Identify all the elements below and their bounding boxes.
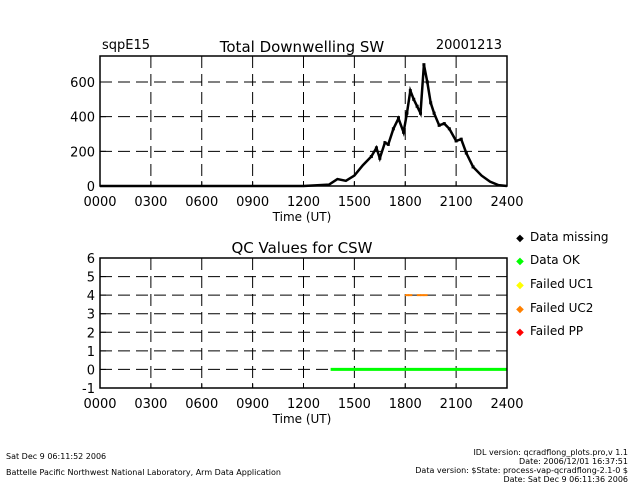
- sw-data-point: [378, 156, 382, 160]
- sw-data-point: [396, 116, 400, 120]
- sw-data-point: [419, 111, 423, 115]
- y-tick-label: 2: [87, 326, 95, 341]
- sw-data-point: [437, 123, 441, 127]
- qc-failed-uc2-point: [416, 294, 421, 297]
- sw-data-point: [383, 141, 387, 145]
- x-tick-label: 0000: [83, 397, 116, 412]
- y-tick-label: 6: [87, 252, 95, 267]
- x-tick-label: 1800: [389, 195, 422, 210]
- x-tick-label: 1500: [338, 195, 371, 210]
- qc-failed-uc2-point: [420, 294, 425, 297]
- sw-data-point: [454, 139, 458, 143]
- sw-data-point: [432, 111, 436, 115]
- y-tick-label: -1: [82, 382, 95, 397]
- x-tick-label: 1800: [389, 397, 422, 412]
- sw-chart: sqpE15 Total Downwelling SW 20001213 000…: [70, 38, 523, 224]
- y-tick-label: 400: [70, 111, 95, 126]
- x-tick-label: 1500: [338, 397, 371, 412]
- sw-data-point: [405, 111, 409, 115]
- legend-label-failed-pp: Failed PP: [530, 324, 583, 338]
- sw-x-axis-label: Time (UT): [272, 210, 332, 224]
- x-tick-label: 0600: [185, 397, 218, 412]
- legend-marker-data-ok: ◆: [516, 256, 524, 267]
- y-tick-label: 0: [87, 363, 95, 378]
- legend-marker-failed-pp: ◆: [516, 327, 524, 338]
- y-tick-label: 600: [70, 76, 95, 91]
- qc-chart-title: QC Values for CSW: [231, 239, 372, 257]
- sw-chart-title: Total Downwelling SW: [219, 38, 385, 56]
- footer-organization: Battelle Pacific Northwest National Labo…: [6, 468, 281, 477]
- x-tick-label: 0900: [236, 397, 269, 412]
- qc-failed-uc2-point: [423, 294, 428, 297]
- sw-data-point: [447, 127, 451, 131]
- footer-idl-version: IDL version: qcradflong_plots.pro,v 1.1: [473, 448, 628, 457]
- y-tick-label: 1: [87, 345, 95, 360]
- legend-entry-failed-uc2: ◆ Failed UC2: [516, 301, 593, 315]
- legend-label-failed-uc1: Failed UC1: [530, 277, 593, 291]
- y-tick-label: 4: [87, 289, 95, 304]
- sw-data-point: [442, 122, 446, 126]
- sw-data-point: [369, 155, 373, 159]
- x-tick-label: 1200: [287, 397, 320, 412]
- x-tick-label: 1200: [287, 195, 320, 210]
- sw-data-point: [374, 146, 378, 150]
- x-tick-label: 2100: [440, 397, 473, 412]
- site-label: sqpE15: [102, 38, 150, 53]
- x-tick-label: 2100: [440, 195, 473, 210]
- y-tick-label: 200: [70, 145, 95, 160]
- sw-data-point: [425, 80, 429, 84]
- sw-data-point: [386, 142, 390, 146]
- footer-version-info: IDL version: qcradflong_plots.pro,v 1.1 …: [415, 448, 628, 484]
- date-label: 20001213: [436, 38, 502, 53]
- sw-data-point: [408, 89, 412, 93]
- footer-data-version: Data version: $State: process-vap-qcradf…: [415, 466, 628, 475]
- qc-failed-uc2-point: [408, 294, 413, 297]
- x-tick-label: 0300: [134, 397, 167, 412]
- x-tick-label: 0300: [134, 195, 167, 210]
- y-tick-label: 5: [87, 271, 95, 286]
- y-tick-label: 0: [87, 180, 95, 195]
- legend-entry-failed-uc1: ◆ Failed UC1: [516, 277, 593, 291]
- footer-timestamp: Sat Dec 9 06:11:52 2006: [6, 452, 107, 461]
- legend-entry-data-ok: ◆ Data OK: [516, 253, 581, 267]
- x-tick-label: 0600: [185, 195, 218, 210]
- sw-data-point: [391, 127, 395, 131]
- qc-chart: QC Values for CSW 0000 0300 0600 0900 1200 15…: [82, 239, 524, 426]
- legend-label-failed-uc2: Failed UC2: [530, 301, 593, 315]
- legend-label-data-ok: Data OK: [530, 253, 581, 267]
- sw-data-point: [402, 130, 406, 134]
- sw-data-point: [422, 63, 426, 67]
- sw-data-point: [459, 137, 463, 141]
- legend-marker-failed-uc1: ◆: [516, 280, 524, 291]
- qc-failed-uc2-point: [404, 294, 409, 297]
- footer-idl-date: Date: 2006/12/01 16:37:51: [519, 457, 628, 466]
- x-tick-label: 2400: [490, 195, 523, 210]
- sw-data-point: [412, 97, 416, 101]
- legend-marker-failed-uc2: ◆: [516, 304, 524, 315]
- legend-label-data-missing: Data missing: [530, 230, 609, 244]
- legend: ◆ Data missing ◆ Data OK ◆ Failed UC1 ◆ …: [516, 230, 608, 338]
- x-tick-label: 0000: [83, 195, 116, 210]
- legend-entry-data-missing: ◆ Data missing: [516, 230, 608, 244]
- sw-data-point: [464, 151, 468, 155]
- y-tick-label: 3: [87, 308, 95, 323]
- x-tick-label: 0900: [236, 195, 269, 210]
- sw-data-point: [429, 101, 433, 105]
- qc-x-axis-label: Time (UT): [272, 412, 332, 426]
- legend-entry-failed-pp: ◆ Failed PP: [516, 324, 583, 338]
- legend-marker-data-missing: ◆: [516, 233, 524, 244]
- x-tick-label: 2400: [490, 397, 523, 412]
- sw-data-point: [415, 104, 419, 108]
- sw-data-point: [471, 165, 475, 169]
